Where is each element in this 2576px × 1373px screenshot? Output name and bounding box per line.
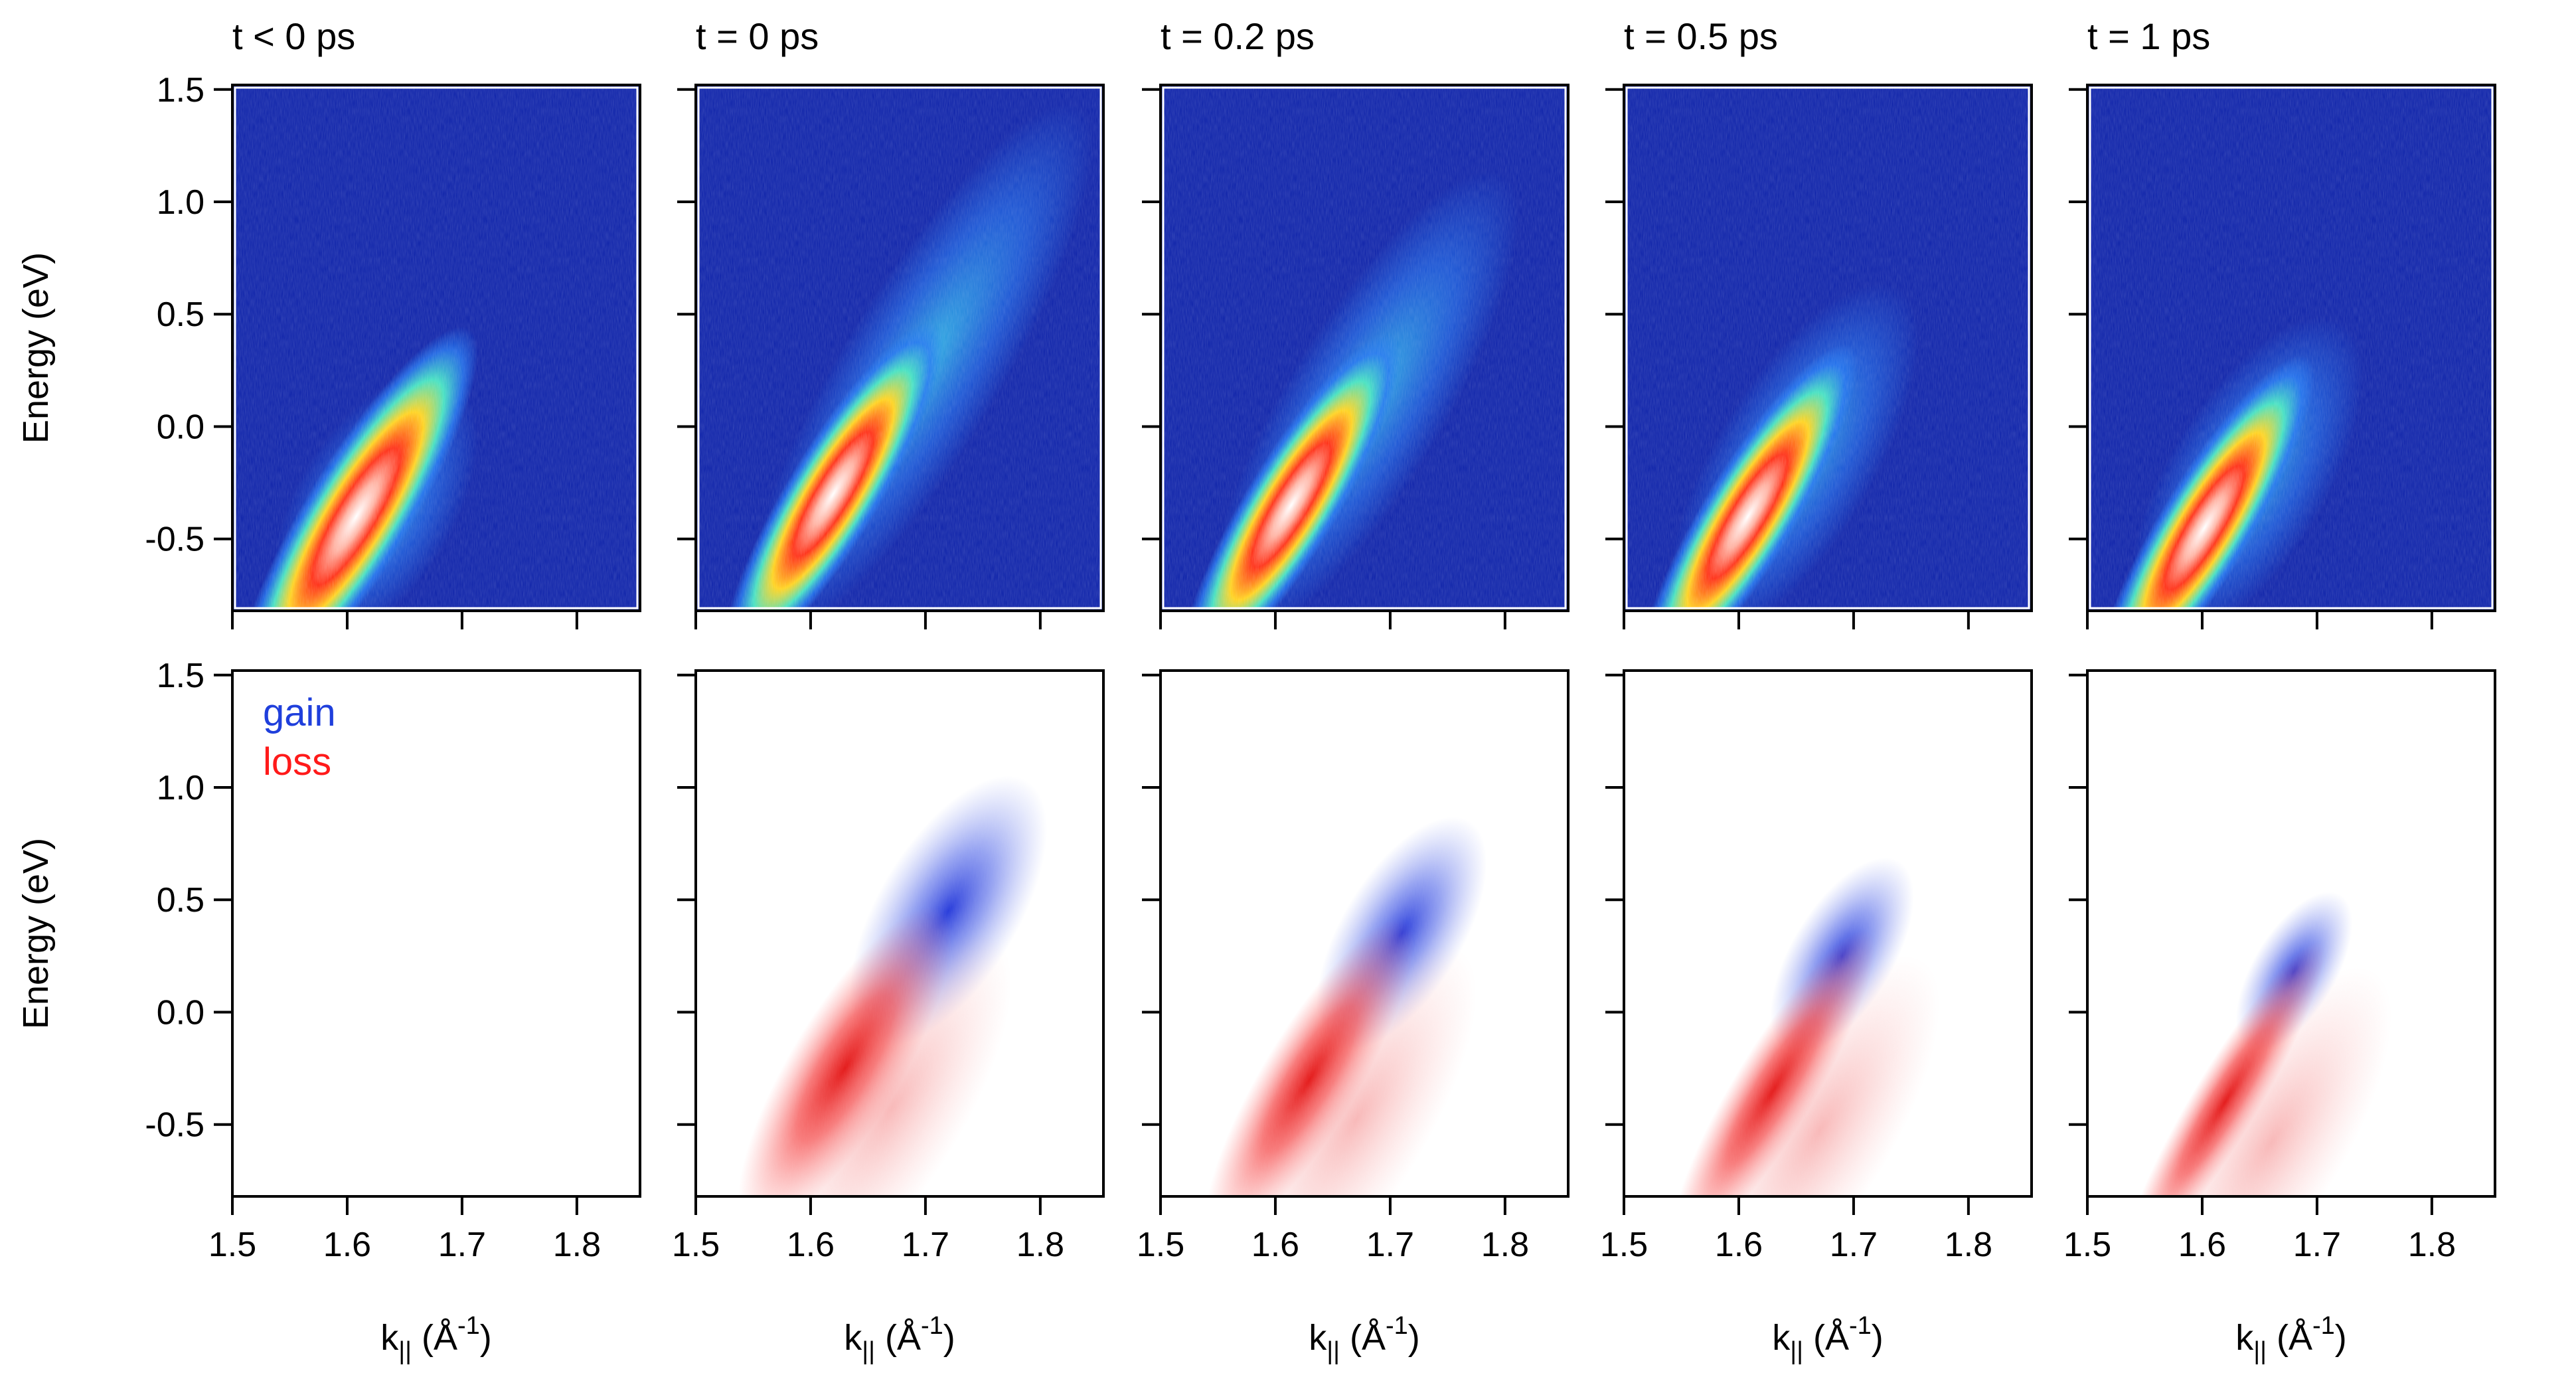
- inner-frame: [2089, 86, 2494, 609]
- x-tick-label: 1.5: [208, 1226, 256, 1264]
- x-tick-label: 1.7: [438, 1226, 486, 1264]
- panel-difference-1: 1.5 1.6 1.7 1.8 k|| (Å-1): [672, 669, 1105, 1365]
- panel-difference-0: -0.5 0.0 0.5 1.0 1.5 1.5 1.6 1.7 1.8 k|| (Å-1) Ene…: [16, 657, 641, 1365]
- panel-title: t < 0 ps: [232, 15, 355, 57]
- panel-plot-area: [232, 671, 640, 1196]
- y-tick-label: -0.5: [145, 1106, 204, 1145]
- inner-frame: [1625, 86, 2030, 609]
- legend-gain: gain: [263, 691, 336, 734]
- panel-plot-area: [1161, 85, 1568, 611]
- noise-overlay: [696, 671, 1103, 1196]
- x-axis-label: k|| (Å-1): [380, 1312, 492, 1365]
- panel-plot-area: [2087, 671, 2495, 1196]
- y-tick-label: 0.0: [157, 408, 204, 446]
- panel-plot-area: [2087, 85, 2495, 611]
- panel-intensity-2: t = 0.2 ps: [1142, 15, 1570, 629]
- x-tick-label: 1.5: [2063, 1226, 2111, 1264]
- panel-plot-area: [1161, 671, 1568, 1196]
- y-axis-label: Energy (eV): [16, 838, 56, 1029]
- noise-overlay: [1624, 85, 2032, 611]
- inner-frame: [234, 86, 639, 609]
- panel-frame: [1623, 669, 2033, 1198]
- legend-loss: loss: [263, 740, 331, 783]
- noise-overlay: [232, 85, 640, 611]
- panel-title: t = 0.5 ps: [1624, 15, 1778, 57]
- x-axis-label: k|| (Å-1): [2235, 1312, 2347, 1365]
- y-tick-label: 1.0: [157, 769, 204, 807]
- x-tick-label: 1.7: [2293, 1226, 2341, 1264]
- noise-overlay: [1624, 671, 2032, 1196]
- panel-frame: [231, 669, 641, 1198]
- panel-frame: [694, 669, 1105, 1198]
- panel-plot-area: [696, 671, 1103, 1196]
- panel-title: t = 0.2 ps: [1161, 15, 1315, 57]
- noise-overlay: [2087, 671, 2495, 1196]
- panel-frame: [2086, 84, 2496, 612]
- x-tick-label: 1.6: [323, 1226, 371, 1264]
- x-tick-label: 1.8: [553, 1226, 601, 1264]
- x-tick-label: 1.7: [1830, 1226, 1878, 1264]
- y-tick-label: 0.0: [157, 993, 204, 1032]
- y-tick-label: 0.5: [157, 881, 204, 920]
- x-tick-label: 1.7: [902, 1226, 949, 1264]
- panel-frame: [2086, 669, 2496, 1198]
- x-tick-label: 1.5: [1600, 1226, 1648, 1264]
- x-tick-label: 1.5: [1137, 1226, 1184, 1264]
- panel-frame: [694, 84, 1105, 612]
- panel-difference-3: 1.5 1.6 1.7 1.8 k|| (Å-1): [1600, 669, 2033, 1365]
- y-tick-label: -0.5: [145, 521, 204, 559]
- x-axis-label: k|| (Å-1): [1772, 1312, 1884, 1365]
- noise-overlay: [1161, 671, 1568, 1196]
- panel-intensity-0: -0.5 0.0 0.5 1.0 1.5 t < 0 ps Energy (eV): [16, 15, 641, 629]
- y-tick-label: 0.5: [157, 295, 204, 334]
- inner-frame: [697, 86, 1102, 609]
- panel-title: t = 1 ps: [2087, 15, 2210, 57]
- panel-frame: [1623, 84, 2033, 612]
- panel-frame: [1159, 84, 1570, 612]
- x-tick-label: 1.6: [787, 1226, 835, 1264]
- x-tick-label: 1.8: [1945, 1226, 1992, 1264]
- panel-frame: [1159, 669, 1570, 1198]
- noise-overlay: [1161, 85, 1568, 611]
- x-tick-label: 1.8: [2408, 1226, 2456, 1264]
- panel-intensity-3: t = 0.5 ps: [1605, 15, 2033, 629]
- noise-overlay: [2087, 85, 2495, 611]
- panel-difference-2: 1.5 1.6 1.7 1.8 k|| (Å-1): [1137, 669, 1570, 1365]
- noise-overlay: [696, 85, 1103, 611]
- panel-difference-4: 1.5 1.6 1.7 1.8 k|| (Å-1): [2063, 669, 2496, 1365]
- x-axis-label: k|| (Å-1): [844, 1312, 955, 1365]
- x-tick-label: 1.6: [2178, 1226, 2226, 1264]
- panels-group: -0.5 0.0 0.5 1.0 1.5 t < 0 ps Energy (eV) -0.5 0…: [16, 15, 2496, 1365]
- diff-background: [232, 671, 640, 1196]
- inner-frame: [1162, 86, 1567, 609]
- x-tick-label: 1.8: [1481, 1226, 1529, 1264]
- x-tick-label: 1.6: [1251, 1226, 1299, 1264]
- panel-plot-area: [696, 85, 1103, 611]
- panel-plot-area: [1624, 85, 2032, 611]
- y-axis-label: Energy (eV): [16, 252, 56, 444]
- x-tick-label: 1.7: [1366, 1226, 1414, 1264]
- x-tick-label: 1.5: [672, 1226, 720, 1264]
- panel-plot-area: [1624, 671, 2032, 1196]
- panel-plot-area: [232, 85, 640, 611]
- panel-intensity-1: t = 0 ps: [677, 15, 1105, 629]
- panel-frame: [231, 84, 641, 612]
- y-tick-label: 1.0: [157, 183, 204, 222]
- x-axis-label: k|| (Å-1): [1309, 1312, 1420, 1365]
- legend: gain loss: [263, 691, 336, 783]
- panel-title: t = 0 ps: [696, 15, 819, 57]
- y-tick-label: 1.5: [157, 71, 204, 110]
- y-tick-label: 1.5: [157, 657, 204, 695]
- x-tick-label: 1.8: [1016, 1226, 1064, 1264]
- panel-intensity-4: t = 1 ps: [2069, 15, 2496, 629]
- x-tick-label: 1.6: [1715, 1226, 1763, 1264]
